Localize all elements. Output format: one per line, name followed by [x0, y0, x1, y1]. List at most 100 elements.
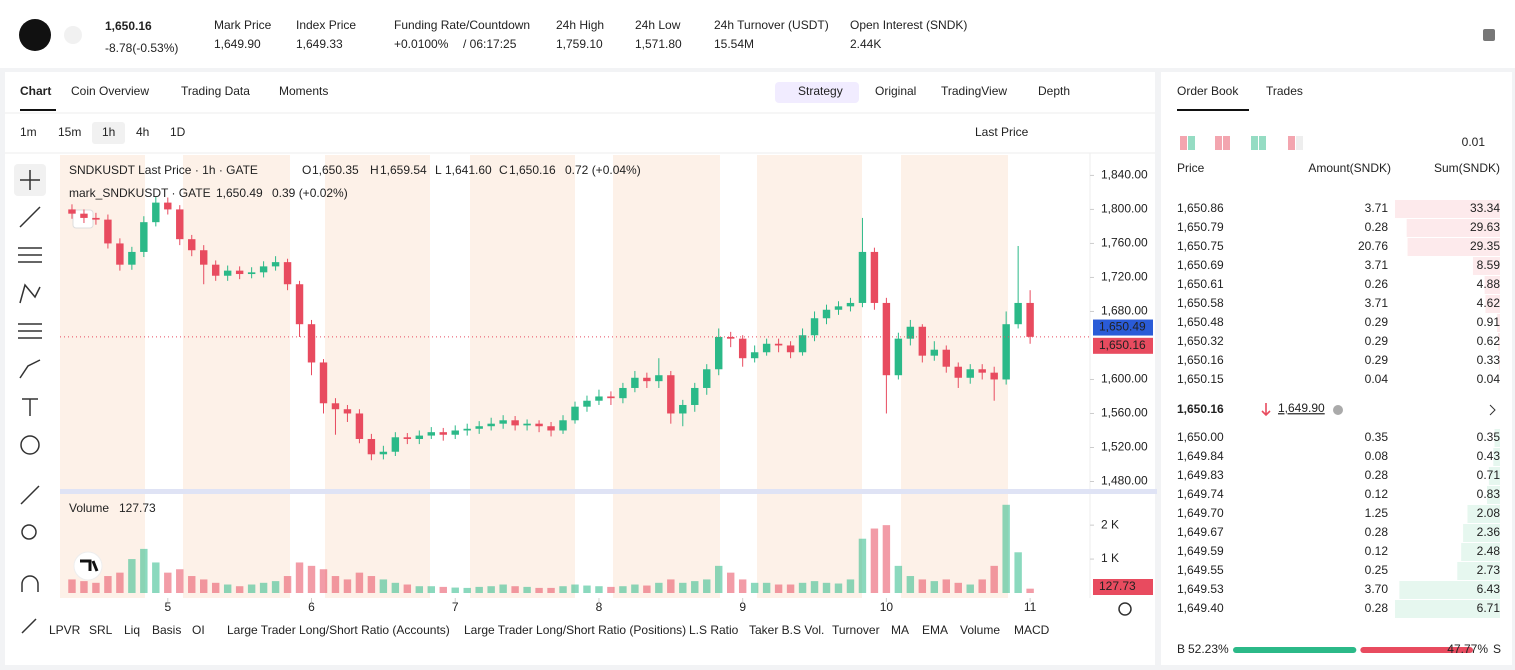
chart-tab[interactable]: Trading Data [181, 84, 250, 98]
candle-body [92, 217, 100, 220]
stat-label: Index Price [296, 18, 356, 32]
candle-body [583, 400, 591, 407]
indicator[interactable]: OI [192, 623, 205, 637]
candle-body [679, 404, 687, 414]
view-icon[interactable] [1288, 136, 1295, 150]
view-icon[interactable] [1296, 136, 1303, 150]
tool-pen[interactable] [21, 618, 37, 634]
ob-mid-price: 1,650.16 [1177, 402, 1224, 416]
candle-body [930, 349, 939, 356]
candle-body [391, 437, 400, 452]
volume-bar [427, 586, 435, 593]
candle-body [1026, 302, 1034, 337]
volume-bar [152, 562, 160, 593]
tool-magnet[interactable] [21, 575, 39, 592]
indicator[interactable]: MACD [1014, 623, 1050, 637]
tick-size[interactable]: 0.01 [1462, 135, 1486, 149]
tool-zoom[interactable] [21, 524, 37, 540]
header-icon[interactable] [1483, 29, 1495, 41]
indicator[interactable]: Large Trader Long/Short Ratio (Accounts) [227, 623, 450, 637]
indicator[interactable]: Volume [960, 623, 1000, 637]
volume-bar [176, 569, 184, 593]
session-shading [60, 155, 1008, 598]
pane-separator[interactable] [60, 489, 1157, 494]
y-tick-label: 1,520.00 [1101, 440, 1148, 454]
volume-bar [271, 581, 280, 593]
mark-legend-title: mark_SNDKUSDT · GATE [69, 186, 211, 200]
favorite-star[interactable] [64, 26, 82, 44]
view-tab[interactable]: TradingView [941, 84, 1007, 98]
view-icon[interactable] [1223, 136, 1230, 150]
candle-body [415, 435, 424, 439]
expand-arrow[interactable] [1489, 404, 1496, 416]
volume-bar [128, 559, 136, 593]
chart-tab[interactable]: Chart [20, 84, 51, 98]
ob-price: 1,649.59 [1177, 544, 1224, 558]
tool-fib[interactable] [18, 323, 42, 339]
x-tick-label: 7 [452, 600, 459, 614]
ob-price: 1,650.48 [1177, 315, 1224, 329]
interval[interactable]: 4h [136, 125, 149, 139]
indicator[interactable]: EMA [922, 623, 948, 637]
ob-sum: 6.71 [1477, 601, 1501, 615]
view-icon[interactable] [1215, 136, 1222, 150]
ob-tab[interactable]: Order Book [1177, 84, 1239, 98]
indicator[interactable]: Turnover [832, 623, 880, 637]
indicator[interactable]: Taker B.S Vol. [749, 623, 824, 637]
candle-body [858, 251, 867, 303]
ob-tab[interactable]: Trades [1266, 84, 1303, 98]
depth-bar [1463, 524, 1500, 542]
legend-key: H [370, 163, 379, 177]
indicator[interactable]: Large Trader Long/Short Ratio (Positions… [464, 623, 686, 637]
ob-price: 1,650.75 [1177, 239, 1224, 253]
interval[interactable]: 15m [58, 125, 81, 139]
view-icon[interactable] [1188, 136, 1195, 150]
view-icon[interactable] [1259, 136, 1266, 150]
interval[interactable]: 1D [170, 125, 186, 139]
tool-emoji[interactable] [20, 435, 40, 455]
collapse-legend[interactable] [72, 209, 94, 229]
legend-value: 1,659.54 [380, 163, 427, 177]
candle-body [966, 369, 974, 378]
volume-bar [535, 587, 543, 593]
ob-amount: 0.04 [1365, 372, 1389, 386]
chart-settings[interactable] [1118, 602, 1132, 616]
interval[interactable]: 1h [102, 125, 115, 139]
indicator[interactable]: SRL [89, 623, 113, 637]
interval[interactable]: 1m [20, 125, 37, 139]
price-tag [1093, 319, 1153, 336]
tool-brush[interactable] [19, 359, 41, 379]
indicator[interactable]: Liq [124, 623, 140, 637]
volume-bar [547, 587, 555, 593]
shade [901, 155, 1008, 598]
candle-body [691, 387, 699, 405]
tool-text[interactable] [22, 398, 38, 416]
ob-price: 1,650.16 [1177, 353, 1224, 367]
view-icon[interactable] [1251, 136, 1258, 150]
tool-ruler[interactable] [20, 485, 40, 505]
indicator[interactable]: L.S Ratio [689, 623, 739, 637]
mark-info [1333, 405, 1343, 415]
view-icon[interactable] [1180, 136, 1187, 150]
ob-price: 1,650.15 [1177, 372, 1224, 386]
tool-pattern[interactable] [19, 283, 41, 304]
indicator[interactable]: LPVR [49, 623, 81, 637]
view-tab[interactable]: Depth [1038, 84, 1070, 98]
chart-tab[interactable]: Coin Overview [71, 84, 149, 98]
price-source[interactable]: Last Price [975, 125, 1029, 139]
view-tab[interactable]: Original [875, 84, 916, 98]
ob-amount: 0.12 [1365, 544, 1389, 558]
indicator[interactable]: Basis [152, 623, 181, 637]
chart-tab[interactable]: Moments [279, 84, 328, 98]
volume-bar [810, 581, 819, 593]
indicator[interactable]: MA [891, 623, 909, 637]
view-tab[interactable]: Strategy [798, 84, 843, 98]
tool-crosshair[interactable] [20, 170, 40, 190]
volume-tag-label: 127.73 [1099, 579, 1136, 593]
candle-body [355, 413, 364, 439]
volume-bar [726, 572, 735, 593]
tool-line[interactable] [19, 206, 41, 228]
candle-body [595, 396, 603, 401]
tool-channel[interactable] [18, 247, 42, 263]
ob-price: 1,650.86 [1177, 201, 1224, 215]
